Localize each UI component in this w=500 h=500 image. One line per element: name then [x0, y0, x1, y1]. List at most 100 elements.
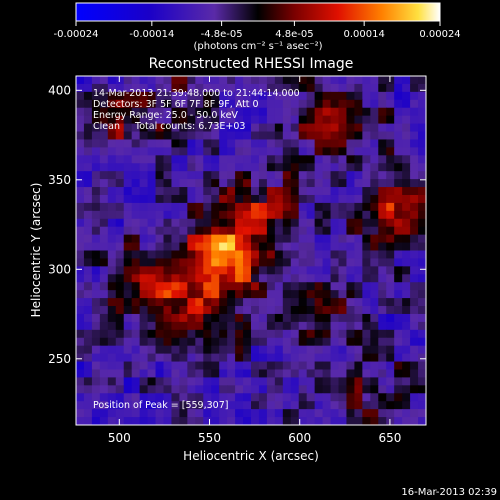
- heatmap-cell: [147, 337, 157, 347]
- heatmap-cell: [195, 306, 204, 315]
- heatmap-cell: [123, 274, 133, 283]
- heatmap-cell: [131, 147, 141, 156]
- heatmap-cell: [258, 361, 268, 371]
- heatmap-cell: [76, 210, 85, 220]
- heatmap-cell: [187, 218, 196, 228]
- heatmap-cell: [107, 361, 117, 371]
- heatmap-cell: [83, 337, 93, 347]
- heatmap-cell: [195, 147, 204, 156]
- heatmap-cell: [282, 76, 292, 85]
- heatmap-cell: [410, 139, 419, 148]
- heatmap-cell: [83, 329, 93, 339]
- heatmap-cell: [179, 361, 188, 371]
- heatmap-cell: [410, 91, 419, 101]
- heatmap-cell: [290, 218, 300, 228]
- heatmap-cell: [171, 274, 180, 283]
- heatmap-cell: [235, 353, 244, 363]
- heatmap-cell: [115, 377, 125, 386]
- heatmap-cell: [179, 329, 188, 339]
- heatmap-cell: [394, 163, 403, 172]
- heatmap-cell: [99, 353, 109, 363]
- heatmap-cell: [203, 139, 212, 148]
- heatmap-cell: [394, 139, 403, 148]
- heatmap-cell: [402, 361, 411, 371]
- heatmap-cell: [306, 123, 316, 133]
- heatmap-cell: [290, 258, 300, 267]
- heatmap-cell: [378, 258, 387, 267]
- heatmap-cell: [163, 83, 173, 93]
- heatmap-cell: [306, 337, 316, 347]
- heatmap-cell: [155, 123, 165, 133]
- heatmap-cell: [155, 155, 165, 164]
- heatmap-cell: [83, 218, 93, 228]
- heatmap-cell: [298, 377, 308, 386]
- heatmap-cell: [195, 218, 204, 228]
- heatmap-cell: [314, 385, 324, 394]
- heatmap-cell: [330, 147, 340, 156]
- heatmap-cell: [187, 226, 196, 236]
- heatmap-cell: [354, 321, 363, 331]
- heatmap-cell: [338, 345, 348, 355]
- heatmap-cell: [107, 417, 117, 425]
- heatmap-cell: [251, 210, 260, 220]
- heatmap-cell: [274, 250, 284, 260]
- heatmap-cell: [195, 123, 204, 133]
- heatmap-cell: [235, 369, 244, 379]
- heatmap-cell: [290, 163, 300, 172]
- heatmap-cell: [330, 139, 340, 148]
- heatmap-cell: [338, 115, 348, 125]
- heatmap-cell: [99, 202, 109, 212]
- heatmap-cell: [354, 393, 363, 402]
- heatmap-cell: [211, 210, 220, 220]
- heatmap-cell: [139, 76, 149, 85]
- heatmap-cell: [91, 321, 101, 331]
- heatmap-cell: [282, 290, 292, 299]
- heatmap-cell: [187, 76, 196, 85]
- heatmap-cell: [139, 306, 149, 315]
- heatmap-cell: [410, 163, 419, 172]
- heatmap-cell: [155, 99, 165, 109]
- heatmap-cell: [147, 329, 157, 339]
- heatmap-cell: [386, 187, 395, 196]
- heatmap-cell: [378, 76, 387, 85]
- heatmap-cell: [219, 393, 228, 402]
- heatmap-cell: [187, 250, 196, 260]
- heatmap-cell: [298, 99, 308, 109]
- heatmap-cell: [322, 313, 332, 323]
- heatmap-cell: [290, 337, 300, 347]
- heatmap-cell: [322, 179, 332, 188]
- heatmap-cell: [147, 417, 157, 425]
- heatmap-cell: [386, 210, 395, 220]
- heatmap-cell: [131, 234, 141, 244]
- heatmap-cell: [115, 409, 125, 418]
- heatmap-cell: [131, 123, 141, 133]
- heatmap-cell: [290, 123, 300, 133]
- heatmap-cell: [91, 226, 101, 236]
- heatmap-cell: [235, 329, 244, 339]
- heatmap-cell: [91, 313, 101, 323]
- heatmap-cell: [418, 282, 426, 291]
- heatmap-cell: [203, 226, 212, 236]
- heatmap-cell: [195, 163, 204, 172]
- heatmap-cell: [378, 83, 387, 93]
- heatmap-cell: [410, 123, 419, 133]
- heatmap-cell: [362, 258, 371, 267]
- heatmap-cell: [227, 417, 236, 425]
- heatmap-cell: [115, 274, 125, 283]
- heatmap-cell: [243, 131, 252, 141]
- heatmap-cell: [147, 147, 157, 156]
- heatmap-cell: [107, 147, 117, 156]
- heatmap-cell: [211, 242, 220, 252]
- heatmap-cell: [147, 155, 157, 164]
- heatmap-cell: [219, 385, 228, 394]
- heatmap-cell: [76, 377, 85, 386]
- heatmap-cell: [418, 369, 426, 379]
- heatmap-cell: [290, 313, 300, 323]
- y-tick-label: 300: [48, 262, 71, 276]
- heatmap-cell: [362, 155, 371, 164]
- heatmap-cell: [258, 131, 268, 141]
- heatmap-cell: [370, 369, 379, 379]
- heatmap-cell: [290, 393, 300, 402]
- heatmap-cell: [282, 329, 292, 339]
- heatmap-cell: [314, 401, 324, 410]
